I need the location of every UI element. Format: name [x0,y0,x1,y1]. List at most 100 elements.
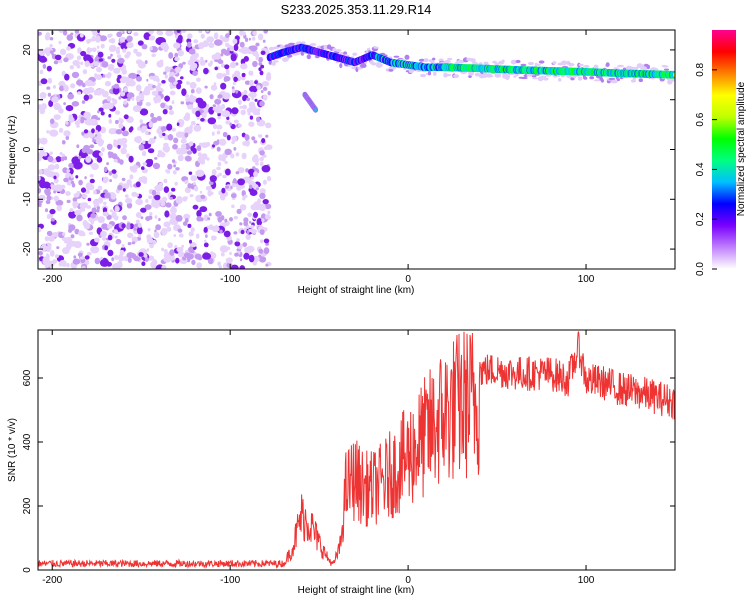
noise-speckle [175,167,180,171]
ridge-halo [352,52,358,56]
noise-speckle [253,171,258,178]
noise-speckle [82,194,88,199]
noise-speckle [113,255,120,260]
noise-speckle [63,57,69,63]
noise-speckle [222,174,227,179]
noise-speckle [188,231,194,237]
ridge-halo [558,78,562,82]
ridge-halo [610,79,618,84]
ridge-halo [428,70,431,76]
noise-speckle [256,116,261,123]
noise-speckle [98,152,104,157]
noise-speckle [195,169,205,177]
noise-speckle [201,142,209,149]
x-tick-label: -100 [220,575,240,586]
noise-speckle [203,226,208,233]
noise-speckle [171,187,176,192]
noise-speckle [75,175,79,179]
noise-speckle [154,157,158,160]
noise-speckle [117,57,125,64]
noise-speckle [164,210,170,218]
noise-speckle [265,144,273,150]
noise-speckle [244,134,250,141]
noise-speckle [231,193,237,199]
noise-speckle [232,178,237,184]
noise-speckle [242,242,248,247]
noise-speckle [258,33,264,41]
ridge-halo [332,48,337,52]
noise-speckle [231,135,238,142]
noise-speckle [193,181,196,186]
noise-speckle [203,67,209,75]
noise-speckle [212,107,216,111]
noise-speckle [94,237,100,243]
noise-speckle [207,257,214,265]
noise-speckle [66,169,71,173]
noise-speckle [94,257,101,265]
noise-speckle [250,228,257,234]
noise-speckle [237,167,245,174]
noise-speckle [38,176,41,181]
noise-speckle [141,125,148,131]
noise-speckle [40,244,48,252]
noise-speckle [259,203,266,212]
noise-speckle [119,249,125,256]
noise-speckle [115,110,121,115]
noise-speckle [74,30,80,34]
noise-speckle [136,139,142,144]
noise-speckle [101,61,109,68]
noise-speckle [80,61,84,65]
noise-speckle [49,44,53,48]
noise-speckle [230,264,239,269]
noise-speckle [249,104,256,111]
noise-speckle [261,165,271,173]
noise-speckle [76,79,84,86]
noise-speckle [112,173,118,179]
noise-speckle [207,117,217,125]
noise-speckle [81,100,86,104]
noise-speckle [243,252,250,260]
noise-speckle [258,67,262,72]
ridge-halo [515,59,521,64]
ridge-halo [377,63,384,66]
y-tick-label: 200 [22,497,33,514]
noise-speckle [38,152,44,158]
noise-speckle [113,215,119,221]
noise-speckle [38,169,43,175]
noise-speckle [261,218,265,223]
noise-speckle [63,156,68,161]
noise-speckle [236,208,242,215]
noise-speckle [122,216,125,220]
noise-speckle [177,154,184,162]
noise-speckle [133,227,137,231]
noise-speckle [127,232,134,238]
noise-speckle [65,105,74,112]
noise-speckle [249,91,257,99]
noise-speckle [163,249,168,254]
noise-speckle [152,85,156,89]
noise-speckle [252,156,257,161]
ridge-halo [507,73,510,79]
noise-speckle [217,94,223,99]
noise-speckle [177,50,184,57]
noise-speckle [163,221,171,228]
noise-speckle [107,33,112,39]
noise-speckle [248,70,254,76]
noise-speckle [251,36,256,41]
noise-speckle [197,100,207,109]
noise-speckle [205,186,211,191]
noise-speckle [262,199,269,205]
noise-speckle [231,107,239,115]
noise-speckle [86,251,92,256]
noise-speckle [97,216,105,224]
noise-speckle [184,132,189,138]
noise-speckle [97,196,104,204]
noise-speckle [126,42,134,49]
noise-speckle [125,197,133,204]
noise-speckle [116,157,121,163]
noise-speckle [173,164,177,168]
noise-speckle [55,156,62,163]
noise-speckle [220,48,227,54]
noise-speckle [126,153,130,159]
noise-speckle [231,88,236,94]
